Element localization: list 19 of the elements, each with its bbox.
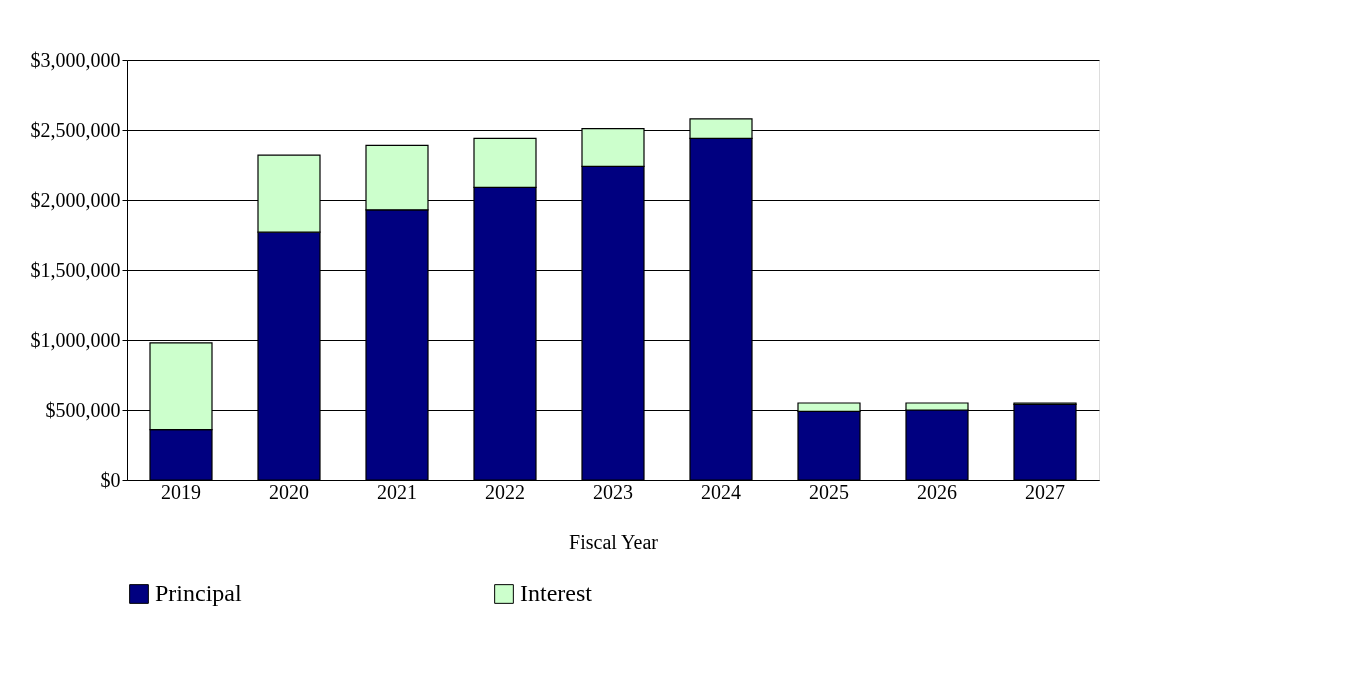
y-tick-label: $0 bbox=[100, 468, 121, 491]
y-tick-label: $1,000,000 bbox=[30, 328, 121, 351]
y-tick-label: $3,000,000 bbox=[30, 48, 121, 71]
x-tick-label: 2019 bbox=[161, 480, 201, 503]
x-tick-label: 2025 bbox=[809, 480, 849, 503]
x-tick-label: 2026 bbox=[917, 480, 957, 503]
x-axis-title: Fiscal Year bbox=[569, 530, 659, 553]
y-tick-label: $2,500,000 bbox=[30, 118, 121, 141]
x-tick-label: 2023 bbox=[593, 480, 633, 503]
x-tick-label: 2022 bbox=[485, 480, 525, 503]
x-tick-label: 2024 bbox=[701, 480, 741, 503]
y-tick-label: $500,000 bbox=[45, 398, 121, 421]
y-tick-label: $2,000,000 bbox=[30, 188, 121, 211]
legend-label: Interest bbox=[520, 580, 593, 606]
y-tick-label: $1,500,000 bbox=[30, 258, 121, 281]
x-tick-label: 2020 bbox=[269, 480, 309, 503]
x-tick-label: 2027 bbox=[1025, 480, 1065, 503]
x-tick-label: 2021 bbox=[377, 480, 417, 503]
legend-label: Principal bbox=[155, 580, 242, 606]
